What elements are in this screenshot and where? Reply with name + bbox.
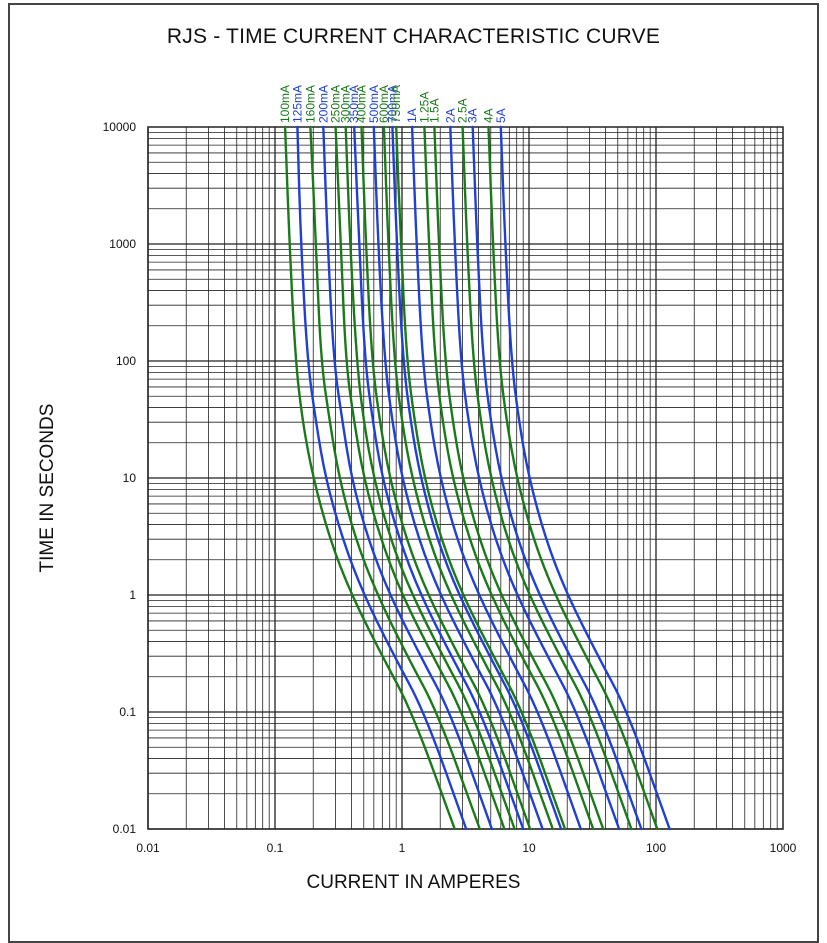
series-label: 2A bbox=[443, 108, 457, 123]
series-label: 125mA bbox=[290, 85, 304, 123]
y-tick-label: 10 bbox=[123, 471, 137, 485]
series-line-4a bbox=[487, 125, 659, 831]
series-label: 350mA bbox=[347, 85, 361, 123]
series-label: 700mA bbox=[385, 85, 399, 123]
series-line-400ma bbox=[360, 125, 532, 831]
series-label: 500mA bbox=[367, 85, 381, 123]
series-line-200ma bbox=[322, 125, 494, 831]
x-tick-label: 0.01 bbox=[136, 841, 160, 855]
series-line-2-5a bbox=[461, 125, 633, 831]
series-label: 300mA bbox=[339, 85, 353, 123]
y-tick-label: 0.01 bbox=[113, 822, 137, 836]
series-label: 100mA bbox=[278, 85, 292, 123]
y-tick-label: 1000 bbox=[109, 237, 136, 251]
series-label: 1.5A bbox=[427, 98, 441, 123]
series-line-350ma bbox=[353, 125, 525, 831]
x-axis-label: CURRENT IN AMPERES bbox=[306, 872, 521, 893]
x-tick-label: 100 bbox=[646, 841, 666, 855]
series-label: 160mA bbox=[303, 85, 317, 123]
x-tick-label: 0.1 bbox=[267, 841, 284, 855]
series-label: 3A bbox=[466, 108, 480, 123]
series-line-125ma bbox=[296, 125, 468, 831]
series-label: 1A bbox=[405, 108, 419, 123]
series-label: 200mA bbox=[316, 85, 330, 123]
series-line-750ma bbox=[395, 125, 567, 831]
chart-plot: 0.01 0.1 1 10 100 1000 0.01 0.1 1 10 100 1000 10000 1… bbox=[103, 85, 797, 855]
series-line-1a bbox=[410, 125, 582, 831]
series-line-1-25a bbox=[423, 125, 595, 831]
series-line-1-5a bbox=[433, 125, 605, 831]
series-label: 600mA bbox=[377, 85, 391, 123]
x-tick-label: 1 bbox=[399, 841, 406, 855]
series-line-700ma bbox=[391, 125, 563, 831]
series-label: 1.25A bbox=[417, 92, 431, 123]
series-label: 4A bbox=[482, 108, 496, 123]
chart-title: RJS - TIME CURRENT CHARACTERISTIC CURVE bbox=[166, 25, 661, 48]
series-line-160ma bbox=[309, 125, 481, 831]
series-line-2a bbox=[449, 125, 621, 831]
series-label: 750mA bbox=[389, 85, 403, 123]
series-line-5a bbox=[499, 125, 671, 831]
x-tick-label: 10 bbox=[522, 841, 536, 855]
series-label: 400mA bbox=[355, 85, 369, 123]
series-line-500ma bbox=[372, 125, 544, 831]
series-label: 5A bbox=[494, 108, 508, 123]
series-line-100ma bbox=[283, 125, 456, 831]
series-line-250ma bbox=[334, 125, 506, 831]
y-tick-label: 1 bbox=[129, 588, 136, 602]
y-tick-label: 0.1 bbox=[119, 705, 136, 719]
series-line-300ma bbox=[344, 125, 516, 831]
series-label: 250mA bbox=[329, 85, 343, 123]
series-line-3a bbox=[471, 125, 643, 831]
x-tick-label: 1000 bbox=[770, 841, 797, 855]
y-tick-label: 100 bbox=[116, 354, 136, 368]
series-line-600ma bbox=[382, 125, 554, 831]
series-label: 2.5A bbox=[456, 98, 470, 123]
y-tick-label: 10000 bbox=[103, 120, 137, 134]
